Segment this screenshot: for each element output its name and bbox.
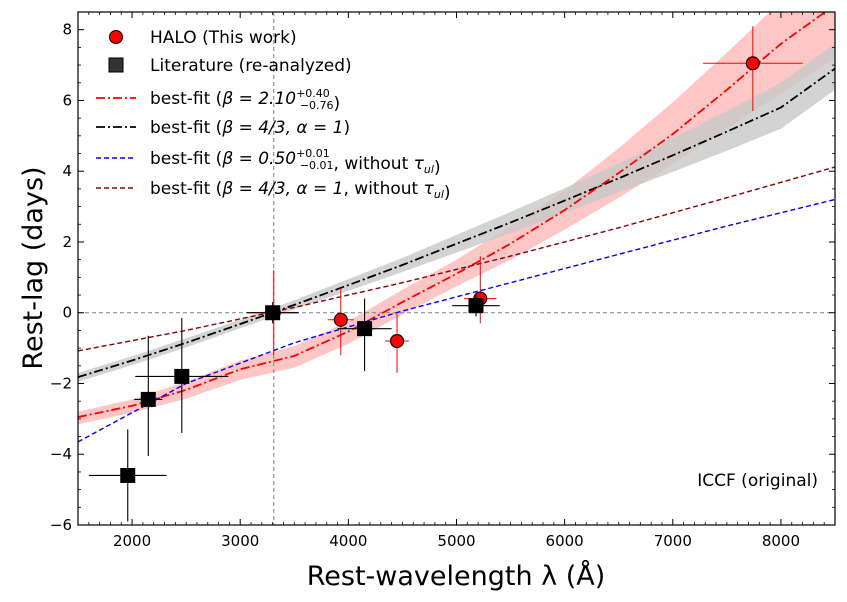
legend-sup: +0.40 bbox=[296, 87, 330, 100]
x-tick-label: 2000 bbox=[113, 532, 151, 550]
legend-mid: , without bbox=[343, 179, 423, 199]
legend-label: best-fit (β = 0.50+0.01 −0.01, without τu… bbox=[150, 147, 441, 178]
y-tick-label: −6 bbox=[50, 516, 72, 534]
literature-point-4 bbox=[337, 298, 392, 372]
x-tick-label: 5000 bbox=[437, 532, 475, 550]
y-tick-label: −2 bbox=[50, 374, 72, 392]
legend-tau: τ bbox=[414, 154, 425, 174]
halo-point-2 bbox=[385, 312, 409, 373]
method-annotation: ICCF (original) bbox=[697, 471, 818, 491]
fit-band-2 bbox=[78, 12, 835, 425]
legend-suffix: ) bbox=[343, 118, 350, 138]
legend-entry-4: best-fit (β = 0.50+0.01 −0.01, without τu… bbox=[96, 147, 441, 178]
legend-beta: β = 0.50 bbox=[221, 149, 296, 169]
legend-prefix: best-fit ( bbox=[150, 118, 222, 138]
legend: HALO (This work) Literature (re-analyzed)… bbox=[96, 28, 451, 203]
literature-point-1 bbox=[134, 335, 163, 457]
legend-entry-1: Literature (re-analyzed) bbox=[108, 56, 352, 76]
x-tick-label: 7000 bbox=[654, 532, 692, 550]
legend-tau-sub: ul bbox=[424, 163, 434, 176]
y-tick-label: 4 bbox=[62, 162, 72, 180]
literature-point-2 bbox=[135, 318, 229, 434]
legend-label: best-fit (β = 4/3, α = 1) bbox=[150, 118, 350, 138]
legend-tau-sub: ul bbox=[434, 188, 444, 201]
legend-label: best-fit (β = 4/3, α = 1, without τul) bbox=[150, 179, 451, 203]
legend-suffix: ) bbox=[434, 158, 441, 178]
halo-marker bbox=[745, 56, 760, 71]
legend-marker-square bbox=[108, 57, 124, 73]
literature-marker bbox=[265, 305, 281, 321]
legend-text: Literature (re-analyzed) bbox=[150, 56, 352, 76]
legend-label: HALO (This work) bbox=[150, 28, 297, 48]
x-tick-label: 6000 bbox=[546, 532, 584, 550]
literature-marker bbox=[140, 391, 156, 407]
y-tick-label: 8 bbox=[62, 21, 72, 39]
literature-point-0 bbox=[88, 429, 167, 522]
halo-point-1 bbox=[327, 287, 354, 356]
legend-sup: +0.01 bbox=[296, 147, 330, 160]
fit-lines bbox=[78, 12, 835, 443]
y-tick-label: 2 bbox=[62, 233, 72, 251]
data-points bbox=[88, 26, 803, 522]
literature-marker bbox=[174, 368, 190, 384]
literature-marker bbox=[120, 467, 136, 483]
legend-prefix: best-fit ( bbox=[150, 179, 222, 199]
legend-entry-0: HALO (This work) bbox=[108, 28, 297, 48]
literature-point-5 bbox=[452, 295, 500, 317]
legend-sub: −0.01 bbox=[300, 159, 334, 172]
y-axis-title: Rest-lag (days) bbox=[18, 166, 49, 369]
legend-tau: τ bbox=[424, 179, 435, 199]
legend-label: Literature (re-analyzed) bbox=[150, 56, 352, 76]
halo-point-4 bbox=[703, 26, 803, 112]
legend-marker-circle bbox=[108, 29, 124, 45]
legend-entry-2: best-fit (β = 2.10+0.40 −0.76) bbox=[96, 87, 340, 114]
legend-beta: β = 2.10 bbox=[221, 89, 296, 109]
legend-suffix: ) bbox=[334, 94, 341, 114]
x-axis-title: Rest-wavelength λ (Å) bbox=[307, 560, 606, 592]
y-tick-label: 0 bbox=[62, 304, 72, 322]
confidence-bands bbox=[78, 12, 835, 425]
literature-marker bbox=[357, 321, 373, 337]
legend-prefix: best-fit ( bbox=[150, 149, 222, 169]
legend-prefix: best-fit ( bbox=[150, 89, 222, 109]
legend-label: best-fit (β = 2.10+0.40 −0.76) bbox=[150, 87, 340, 114]
literature-marker bbox=[468, 298, 484, 314]
legend-suffix: ) bbox=[444, 183, 451, 203]
legend-beta: β = 4/3, α = 1 bbox=[221, 179, 343, 199]
legend-entry-5: best-fit (β = 4/3, α = 1, without τul) bbox=[96, 179, 451, 203]
x-tick-label: 8000 bbox=[762, 532, 800, 550]
legend-beta: β = 4/3, α = 1 bbox=[221, 118, 343, 138]
fit-line-5 bbox=[78, 166, 835, 352]
y-tick-label: 6 bbox=[62, 91, 72, 109]
y-tick-label: −4 bbox=[50, 445, 72, 463]
legend-mid: , without bbox=[334, 154, 414, 174]
halo-marker bbox=[389, 333, 405, 349]
reference-lines bbox=[78, 12, 835, 525]
halo-marker bbox=[333, 312, 348, 327]
literature-point-3 bbox=[246, 302, 299, 324]
x-tick-label: 3000 bbox=[221, 532, 259, 550]
axes: 2000 3000 4000 5000 6000 7000 8000 −6 −4 −2 0 2 4 6 8 bbox=[50, 11, 836, 550]
legend-entry-3: best-fit (β = 4/3, α = 1) bbox=[96, 118, 350, 138]
fit-line-3 bbox=[78, 67, 835, 378]
x-tick-label: 4000 bbox=[329, 532, 367, 550]
fit-line-4 bbox=[78, 198, 835, 443]
legend-text: HALO (This work) bbox=[150, 28, 297, 48]
legend-sub: −0.76 bbox=[300, 99, 334, 112]
